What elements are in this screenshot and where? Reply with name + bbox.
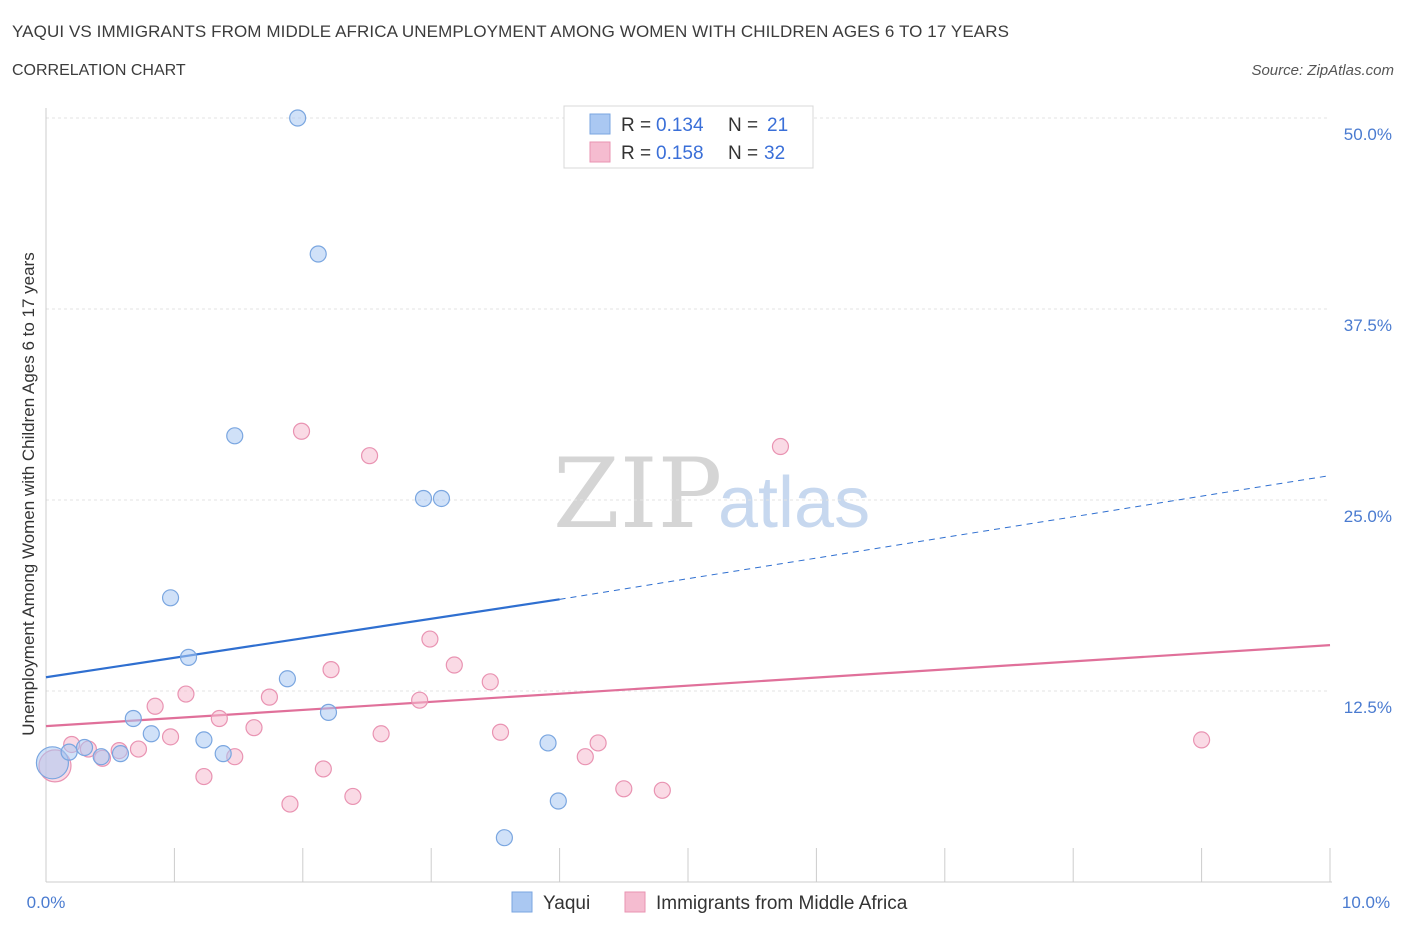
immigrants-point (1192, 731, 1211, 749)
yaqui-point (35, 746, 70, 780)
yaqui-point (75, 738, 94, 757)
yaqui-point (60, 743, 78, 761)
trend-line-yaqui-extension (559, 475, 1331, 600)
yaqui-point (539, 734, 557, 752)
yaqui-point (278, 670, 296, 688)
yaqui-point (319, 703, 338, 721)
immigrants-point (314, 760, 332, 778)
immigrants-point (445, 656, 463, 674)
legend-n-value-immigrants: 32 (764, 143, 785, 164)
immigrants-point (281, 795, 299, 813)
yaqui-point (195, 731, 213, 749)
immigrants-point (589, 734, 607, 752)
immigrants-point (129, 740, 148, 758)
x-tick-labels: 0.0% 10.0% (27, 893, 1390, 912)
immigrants-point (260, 688, 279, 706)
legend-n-value-yaqui: 21 (767, 115, 788, 136)
legend-r-value-immigrants: 0.158 (656, 143, 704, 164)
y-tick-labels: 50.0% 37.5% 25.0% 12.5% (1344, 125, 1392, 717)
immigrants-point (344, 787, 362, 806)
y-tick-label: 37.5% (1344, 316, 1392, 335)
chart-title: YAQUI VS IMMIGRANTS FROM MIDDLE AFRICA U… (12, 22, 1010, 41)
immigrants-point (161, 728, 180, 746)
legend-swatch-yaqui (589, 113, 611, 135)
immigrants-point (322, 661, 340, 679)
yaqui-point (549, 792, 567, 810)
yaqui-point (92, 748, 110, 766)
legend-r-label-immigrants: R = (621, 143, 651, 164)
yaqui-point (179, 648, 198, 666)
immigrants-point (576, 748, 594, 766)
immigrants-point (292, 422, 311, 440)
yaqui-point (289, 109, 307, 127)
yaqui-point (432, 489, 451, 508)
trend-lines (45, 475, 1331, 728)
legend-swatch-immigrants (589, 141, 611, 163)
immigrants-point (771, 437, 790, 456)
immigrants-point (195, 767, 213, 786)
legend-r-label-yaqui: R = (621, 115, 651, 136)
immigrants-point (615, 780, 633, 798)
watermark-atlas: atlas (718, 463, 870, 543)
trend-line-yaqui (45, 598, 560, 679)
immigrants-point (372, 725, 390, 743)
gridlines (46, 117, 1330, 692)
yaqui-point (309, 245, 327, 263)
bottom-legend-label-immigrants: Immigrants from Middle Africa (656, 893, 908, 914)
data-points (35, 109, 1211, 847)
watermark-zip: ZIP (553, 438, 722, 550)
chart-subtitle: CORRELATION CHART (12, 62, 186, 79)
immigrants-point (421, 630, 439, 648)
yaqui-point (161, 589, 180, 607)
y-axis-label: Unemployment Among Women with Children A… (19, 252, 38, 736)
immigrants-point (481, 673, 499, 691)
series-legend: Yaqui Immigrants from Middle Africa (511, 891, 908, 914)
yaqui-point (214, 745, 232, 763)
yaqui-point (124, 709, 142, 728)
immigrants-point (411, 691, 429, 709)
y-tick-label: 50.0% (1344, 125, 1392, 144)
immigrants-point (245, 719, 263, 737)
x-tick-label-max: 10.0% (1342, 893, 1390, 912)
source-attribution: Source: ZipAtlas.com (1251, 62, 1394, 79)
watermark: ZIP atlas (553, 438, 870, 550)
y-tick-label: 25.0% (1344, 507, 1392, 526)
legend-n-label-immigrants: N = (728, 143, 758, 164)
y-tick-label: 12.5% (1344, 698, 1392, 717)
immigrants-point (360, 447, 379, 465)
immigrants-point (491, 723, 510, 741)
trend-line-immigrants (45, 644, 1331, 728)
yaqui-point (226, 427, 244, 445)
yaqui-point (111, 745, 130, 763)
bottom-legend-swatch-yaqui (511, 891, 533, 913)
immigrants-point (177, 685, 195, 703)
x-tick-label-min: 0.0% (27, 893, 66, 912)
bottom-legend-swatch-immigrants (624, 891, 646, 913)
bottom-legend-label-yaqui: Yaqui (543, 893, 590, 914)
yaqui-point (495, 829, 513, 847)
yaqui-point (142, 725, 160, 743)
immigrants-point (146, 697, 164, 715)
immigrants-point (210, 709, 228, 728)
yaqui-point (414, 489, 433, 508)
immigrants-point (653, 781, 671, 799)
stats-legend: R = 0.134 N = 21 R = 0.158 N = 32 (563, 105, 814, 169)
legend-n-label-yaqui: N = (728, 115, 758, 136)
legend-r-value-yaqui: 0.134 (656, 115, 704, 136)
